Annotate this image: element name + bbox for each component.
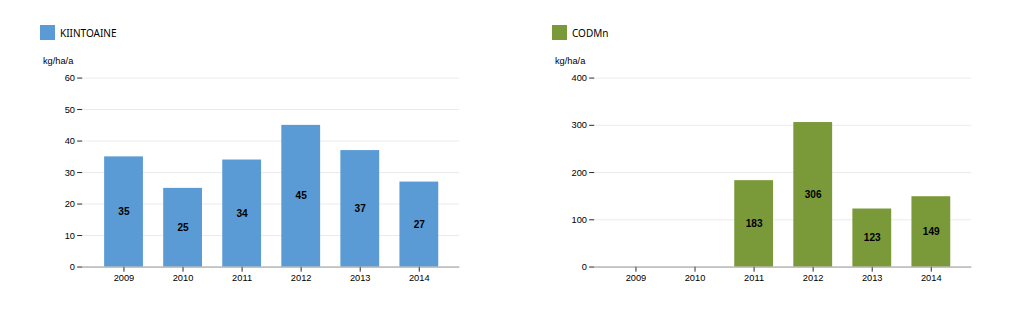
svg-text:300: 300 <box>572 120 587 130</box>
svg-text:2010: 2010 <box>685 273 706 283</box>
svg-text:kg/ha/a: kg/ha/a <box>555 56 586 66</box>
svg-text:37: 37 <box>355 203 367 214</box>
svg-text:2012: 2012 <box>803 273 824 283</box>
svg-text:2011: 2011 <box>744 273 764 283</box>
svg-text:200: 200 <box>572 168 587 178</box>
svg-text:30: 30 <box>65 168 75 178</box>
svg-text:2011: 2011 <box>232 273 252 283</box>
html-text:KIINTOAINE: KIINTOAINE <box>60 25 117 40</box>
svg-text:2012: 2012 <box>291 273 312 283</box>
svg-text:27: 27 <box>414 219 426 230</box>
svg-text:2009: 2009 <box>114 273 135 283</box>
svg-text:0: 0 <box>582 262 587 272</box>
svg-text:149: 149 <box>923 226 940 237</box>
svg-text:0: 0 <box>70 262 75 272</box>
svg-text:306: 306 <box>805 189 822 200</box>
svg-text:2014: 2014 <box>409 273 430 283</box>
svg-text:50: 50 <box>65 105 75 115</box>
svg-text:2013: 2013 <box>350 273 371 283</box>
svg-text:100: 100 <box>572 215 587 225</box>
svg-text:34: 34 <box>236 208 248 219</box>
svg-text:2009: 2009 <box>626 273 647 283</box>
svg-text:35: 35 <box>118 206 130 217</box>
svg-text:25: 25 <box>177 222 189 233</box>
svg-text:123: 123 <box>864 232 881 243</box>
svg-text:kg/ha/a: kg/ha/a <box>43 56 74 66</box>
svg-text:45: 45 <box>296 190 308 201</box>
svg-text:2010: 2010 <box>173 273 194 283</box>
svg-text:400: 400 <box>572 73 587 83</box>
svg-text:20: 20 <box>65 199 75 209</box>
svg-text:2013: 2013 <box>862 273 883 283</box>
svg-text:40: 40 <box>65 136 75 146</box>
html-text:CODMn: CODMn <box>572 25 609 40</box>
svg-text:10: 10 <box>65 231 75 241</box>
svg-text:2014: 2014 <box>921 273 942 283</box>
svg-text:183: 183 <box>746 218 763 229</box>
svg-text:60: 60 <box>65 73 75 83</box>
